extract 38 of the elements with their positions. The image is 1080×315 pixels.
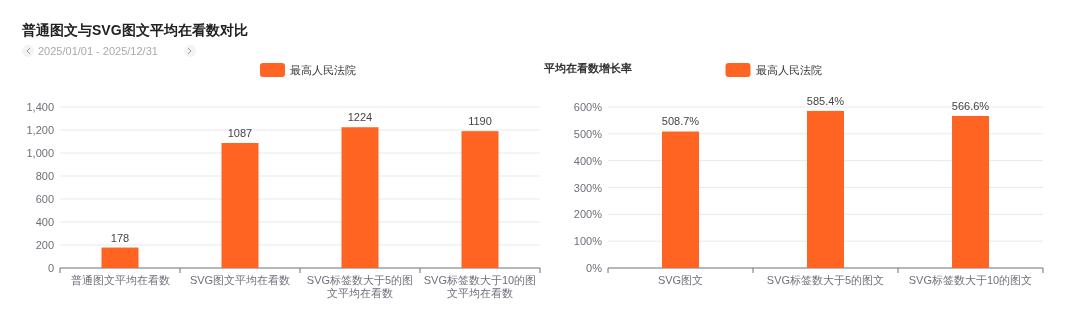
y-tick-label: 1,000 [26,147,54,159]
y-tick-label: 300% [573,181,603,194]
y-tick-label: 1,200 [26,124,54,136]
x-tick-label: SVG标签数大于10的图文平均在看数 [423,274,537,299]
chart-title: 平均在看数增长率 [543,62,632,74]
bar [221,143,259,268]
data-label: 585.4% [806,94,845,107]
chart-title: 普通图文与SVG图文平均在看数对比 [21,22,248,38]
bar [101,247,139,268]
data-label: 178 [110,231,130,244]
x-tick-label: 普通图文平均在看数 [70,274,170,286]
y-tick-label: 500% [573,127,603,140]
data-label: 1190 [468,115,492,128]
x-tick-label: SVG标签数大于5的图文 [766,274,885,286]
y-tick-label: 800 [35,170,54,182]
y-tick-label: 400 [35,216,54,228]
data-label: 566.6% [951,99,990,112]
x-tick-label: SVG标签数大于10的图文 [908,274,1033,286]
y-tick-label: 100% [573,235,603,248]
bar [341,127,379,268]
y-tick-label: 0 [47,262,54,274]
y-tick-label: 1,400 [26,101,54,113]
x-tick-label: SVG标签数大于5的图文平均在看数 [306,274,414,299]
legend-label: 最高人民法院 [755,64,822,76]
legend-label: 最高人民法院 [290,64,356,76]
x-tick-label: SVG图文 [657,274,704,286]
data-label: 1224 [347,111,373,124]
data-label: 1087 [227,126,253,139]
y-tick-label: 600 [35,193,54,205]
y-tick-label: 400% [573,154,603,167]
x-tick-label: SVG图文平均在看数 [189,274,291,286]
bar [461,131,499,268]
chart-subtitle: 2025/01/01 - 2025/12/31 [38,45,158,57]
y-tick-label: 600% [573,101,603,113]
y-tick-label: 200% [573,208,603,221]
y-tick-label: 0% [586,262,603,274]
data-label: 508.7% [661,115,700,128]
y-tick-label: 200 [35,239,54,251]
